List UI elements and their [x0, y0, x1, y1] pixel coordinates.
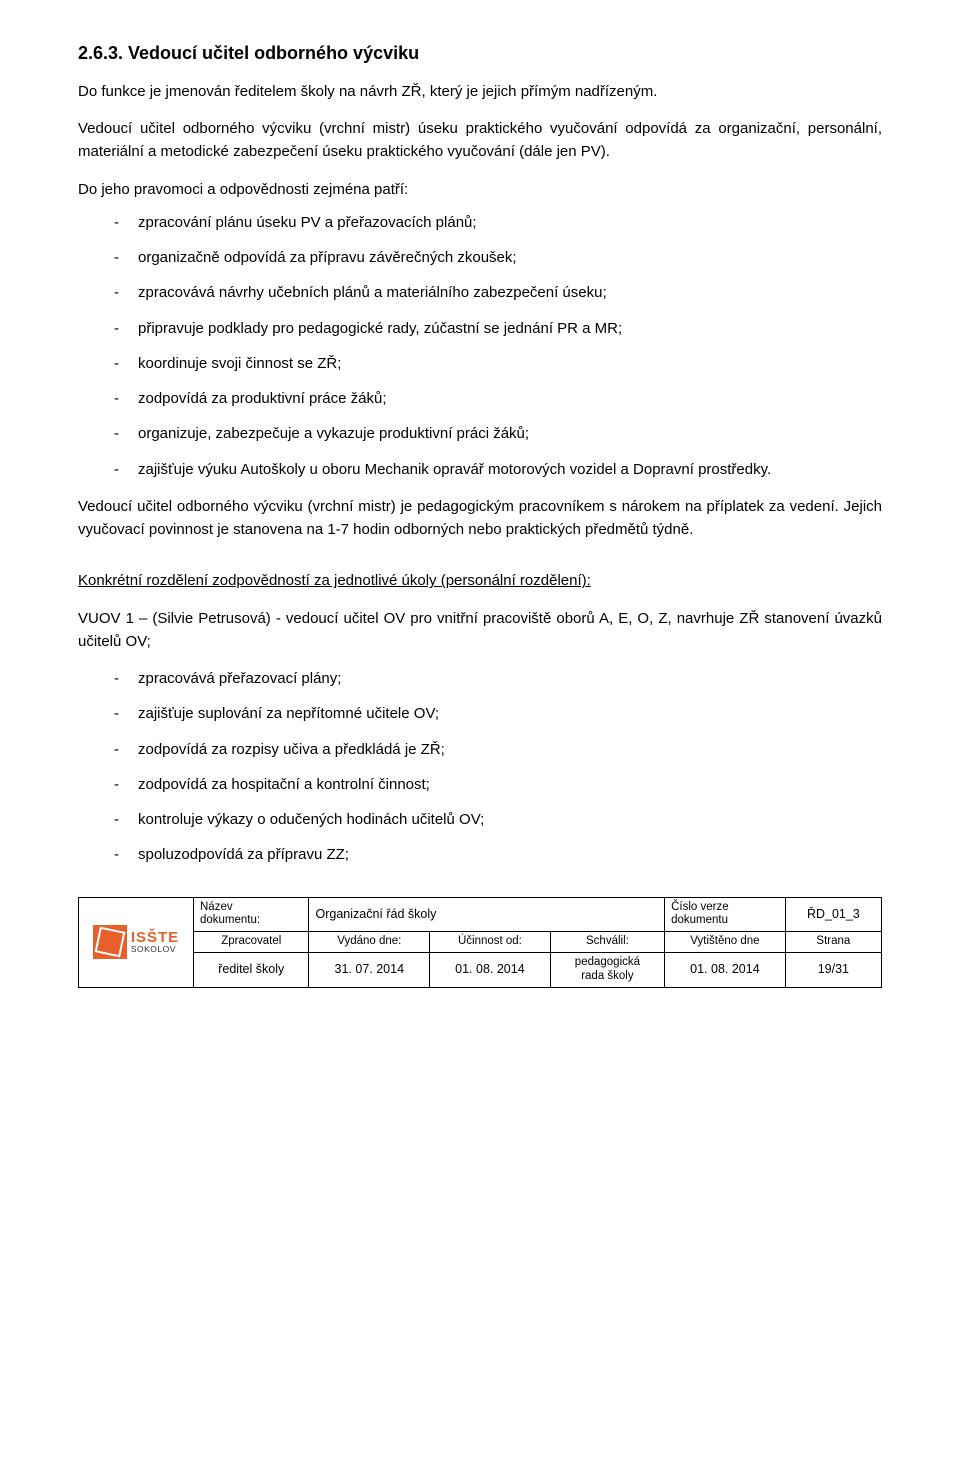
paragraph-allowance: Vedoucí učitel odborného výcviku (vrchní… [78, 495, 882, 542]
footer-doc-title: Organizační řád školy [309, 897, 665, 932]
footer-vydano: 31. 07. 2014 [309, 953, 430, 988]
table-row: ISŠTE SOKOLOV Název dokumentu: Organizač… [79, 897, 882, 932]
footer-strana: 19/31 [785, 953, 881, 988]
section-heading: 2.6.3. Vedoucí učitel odborného výcviku [78, 40, 882, 68]
list-item: zpracování plánu úseku PV a přeřazovacíc… [114, 211, 882, 234]
list-item: zodpovídá za produktivní práce žáků; [114, 387, 882, 410]
document-footer: ISŠTE SOKOLOV Název dokumentu: Organizač… [78, 897, 882, 988]
duties-intro: Do jeho pravomoci a odpovědnosti zejména… [78, 178, 882, 201]
duties-list: zpracování plánu úseku PV a přeřazovacíc… [78, 211, 882, 481]
table-row: ředitel školy 31. 07. 2014 01. 08. 2014 … [79, 953, 882, 988]
footer-label-schvalil: Schválil: [550, 932, 664, 953]
list-item: zodpovídá za rozpisy učiva a předkládá j… [114, 738, 882, 761]
footer-label-zpracovatel: Zpracovatel [194, 932, 309, 953]
list-item: zajišťuje suplování za nepřítomné učitel… [114, 702, 882, 725]
text: Název [200, 901, 233, 913]
list-item: kontroluje výkazy o odučených hodinách u… [114, 808, 882, 831]
footer-zpracovatel: ředitel školy [194, 953, 309, 988]
text: dokumentu: [200, 914, 260, 926]
list-item: organizuje, zabezpečuje a vykazuje produ… [114, 422, 882, 445]
footer-schvalil: pedagogická rada školy [550, 953, 664, 988]
footer-label-nazev: Název dokumentu: [194, 897, 309, 932]
list-item: organizačně odpovídá za přípravu závěreč… [114, 246, 882, 269]
list-item: připravuje podklady pro pedagogické rady… [114, 317, 882, 340]
paragraph-appointment: Do funkce je jmenován ředitelem školy na… [78, 80, 882, 103]
logo-icon [93, 925, 127, 959]
footer-label-strana: Strana [785, 932, 881, 953]
text: rada školy [581, 970, 633, 982]
footer-doc-code: ŘD_01_3 [785, 897, 881, 932]
text: Číslo verze [671, 901, 729, 913]
table-row: Zpracovatel Vydáno dne: Účinnost od: Sch… [79, 932, 882, 953]
text: pedagogická [575, 956, 640, 968]
list-item: zpracovává návrhy učebních plánů a mater… [114, 281, 882, 304]
list-item: spoluzodpovídá za přípravu ZZ; [114, 843, 882, 866]
footer-label-ucinnost: Účinnost od: [430, 932, 551, 953]
footer-ucinnost: 01. 08. 2014 [430, 953, 551, 988]
logo-cell: ISŠTE SOKOLOV [79, 897, 194, 987]
vuov-list: zpracovává přeřazovací plány; zajišťuje … [78, 667, 882, 867]
konkretni-heading: Konkrétní rozdělení zodpovědností za jed… [78, 569, 882, 592]
paragraph-responsibility: Vedoucí učitel odborného výcviku (vrchní… [78, 117, 882, 164]
vuov-intro: VUOV 1 – (Silvie Petrusová) - vedoucí uč… [78, 607, 882, 654]
footer-label-verze: Číslo verze dokumentu [665, 897, 786, 932]
footer-vytisteno: 01. 08. 2014 [665, 953, 786, 988]
logo: ISŠTE SOKOLOV [81, 925, 191, 959]
text: dokumentu [671, 914, 728, 926]
footer-table: ISŠTE SOKOLOV Název dokumentu: Organizač… [78, 897, 882, 988]
list-item: koordinuje svoji činnost se ZŘ; [114, 352, 882, 375]
list-item: zpracovává přeřazovací plány; [114, 667, 882, 690]
logo-text-main: ISŠTE [131, 930, 179, 945]
list-item: zajišťuje výuku Autoškoly u oboru Mechan… [114, 458, 882, 481]
footer-label-vytisteno: Vytištěno dne [665, 932, 786, 953]
logo-text-sub: SOKOLOV [131, 945, 176, 954]
footer-label-vydano: Vydáno dne: [309, 932, 430, 953]
list-item: zodpovídá za hospitační a kontrolní činn… [114, 773, 882, 796]
